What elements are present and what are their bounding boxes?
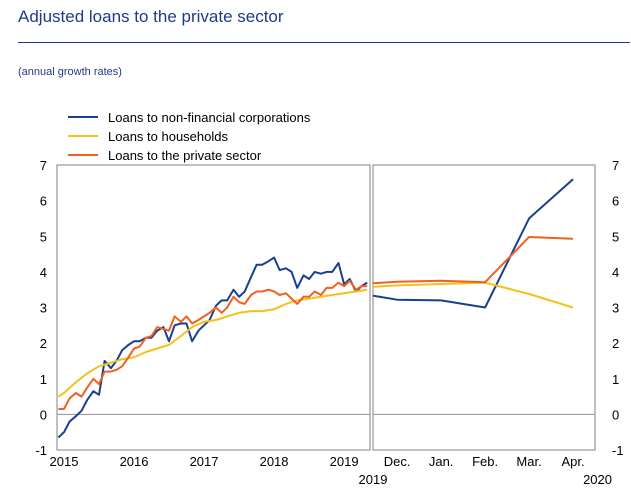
panel-frame-2 bbox=[372, 164, 596, 451]
x-year-label: 2019 bbox=[359, 472, 388, 487]
series-line-households-panel-1 bbox=[57, 288, 368, 398]
chart-subtitle: (annual growth rates) bbox=[18, 66, 122, 78]
y-tick-label-left: 0 bbox=[40, 407, 47, 422]
y-tick-label-right: 0 bbox=[612, 407, 619, 422]
series-line-households-panel-2 bbox=[372, 281, 574, 309]
y-tick-label-right: 6 bbox=[612, 194, 619, 209]
y-tick-label-left: 1 bbox=[40, 372, 47, 387]
y-tick-label-left: 7 bbox=[40, 158, 47, 173]
y-tick-label-right: 5 bbox=[612, 229, 619, 244]
x-tick-label: 2018 bbox=[260, 454, 289, 469]
legend-label-households: Loans to households bbox=[108, 129, 228, 144]
y-tick-label-right: 2 bbox=[612, 336, 619, 351]
y-tick-label-right: -1 bbox=[612, 443, 624, 458]
legend-label-nfc: Loans to non-financial corporations bbox=[108, 110, 311, 125]
title-divider bbox=[18, 42, 630, 43]
y-tick-label-left: 2 bbox=[40, 336, 47, 351]
y-tick-label-right: 7 bbox=[612, 158, 619, 173]
x-tick-label: 2016 bbox=[120, 454, 149, 469]
legend-label-private: Loans to the private sector bbox=[108, 148, 262, 163]
x-tick-label: Jan. bbox=[429, 454, 454, 469]
x-tick-label: Dec. bbox=[384, 454, 411, 469]
x-tick-label: Mar. bbox=[516, 454, 541, 469]
x-tick-label: Apr. bbox=[561, 454, 584, 469]
x-tick-label: 2017 bbox=[190, 454, 219, 469]
panel-frame-1 bbox=[56, 164, 371, 451]
y-tick-label-left: 6 bbox=[40, 194, 47, 209]
series-line-private-panel-2 bbox=[372, 236, 574, 285]
series-line-nfc-panel-1 bbox=[57, 256, 368, 439]
x-tick-label: 2015 bbox=[50, 454, 79, 469]
x-year-label: 2020 bbox=[583, 472, 612, 487]
x-tick-label: Feb. bbox=[472, 454, 498, 469]
series-line-nfc-panel-2 bbox=[372, 178, 574, 309]
x-tick-label: 2019 bbox=[330, 454, 359, 469]
y-tick-label-right: 3 bbox=[612, 301, 619, 316]
series-line-private-panel-1 bbox=[58, 279, 368, 410]
y-tick-label-right: 1 bbox=[612, 372, 619, 387]
y-tick-label-right: 4 bbox=[612, 265, 619, 280]
y-tick-label-left: 4 bbox=[40, 265, 47, 280]
y-tick-label-left: -1 bbox=[35, 443, 47, 458]
chart-title: Adjusted loans to the private sector bbox=[18, 7, 284, 26]
y-tick-label-left: 3 bbox=[40, 301, 47, 316]
y-tick-label-left: 5 bbox=[40, 229, 47, 244]
